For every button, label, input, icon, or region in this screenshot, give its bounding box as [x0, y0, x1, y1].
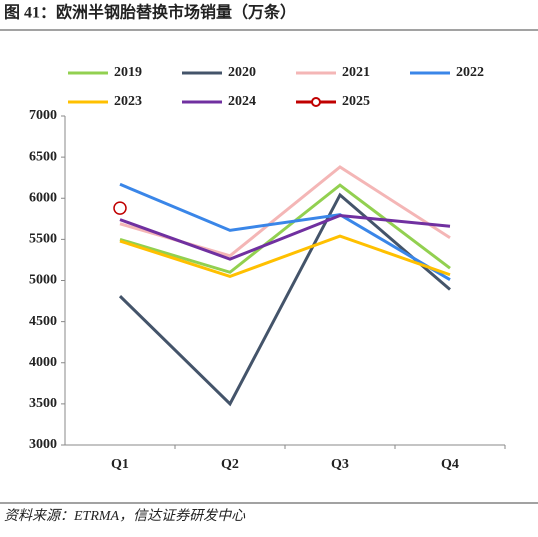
legend-label: 2023 [114, 94, 142, 109]
x-tick-label: Q3 [331, 457, 349, 472]
y-tick-label: 6500 [29, 149, 57, 164]
y-tick-label: 7000 [29, 108, 57, 123]
legend-label: 2021 [342, 65, 370, 80]
legend-label: 2020 [228, 65, 256, 80]
y-tick-label: 5000 [29, 273, 57, 288]
y-tick-label: 3000 [29, 437, 57, 452]
legend-label: 2025 [342, 94, 370, 109]
point [113, 201, 127, 215]
source: 资料来源：ETRMA，信达证券研发中心 [4, 508, 246, 524]
y-tick-label: 6000 [29, 190, 57, 205]
line [119, 165, 451, 258]
y-tick-label: 3500 [29, 396, 57, 411]
y-tick-label: 4500 [29, 314, 57, 329]
legend-label: 2019 [114, 65, 142, 80]
x-tick-label: Q2 [221, 457, 239, 472]
line [119, 213, 451, 261]
chart-title: 图 41：欧洲半钢胎替换市场销量（万条） [4, 3, 296, 22]
legend-label: 2022 [456, 65, 484, 80]
line [119, 183, 451, 274]
y-tick-label: 5500 [29, 232, 57, 247]
legend-marker [311, 97, 321, 107]
y-tick-label: 4000 [29, 355, 57, 370]
line [119, 182, 451, 281]
line [119, 234, 451, 278]
x-tick-label: Q4 [441, 457, 459, 472]
legend-label: 2024 [228, 94, 256, 109]
x-tick-label: Q1 [111, 457, 129, 472]
line [118, 192, 451, 407]
